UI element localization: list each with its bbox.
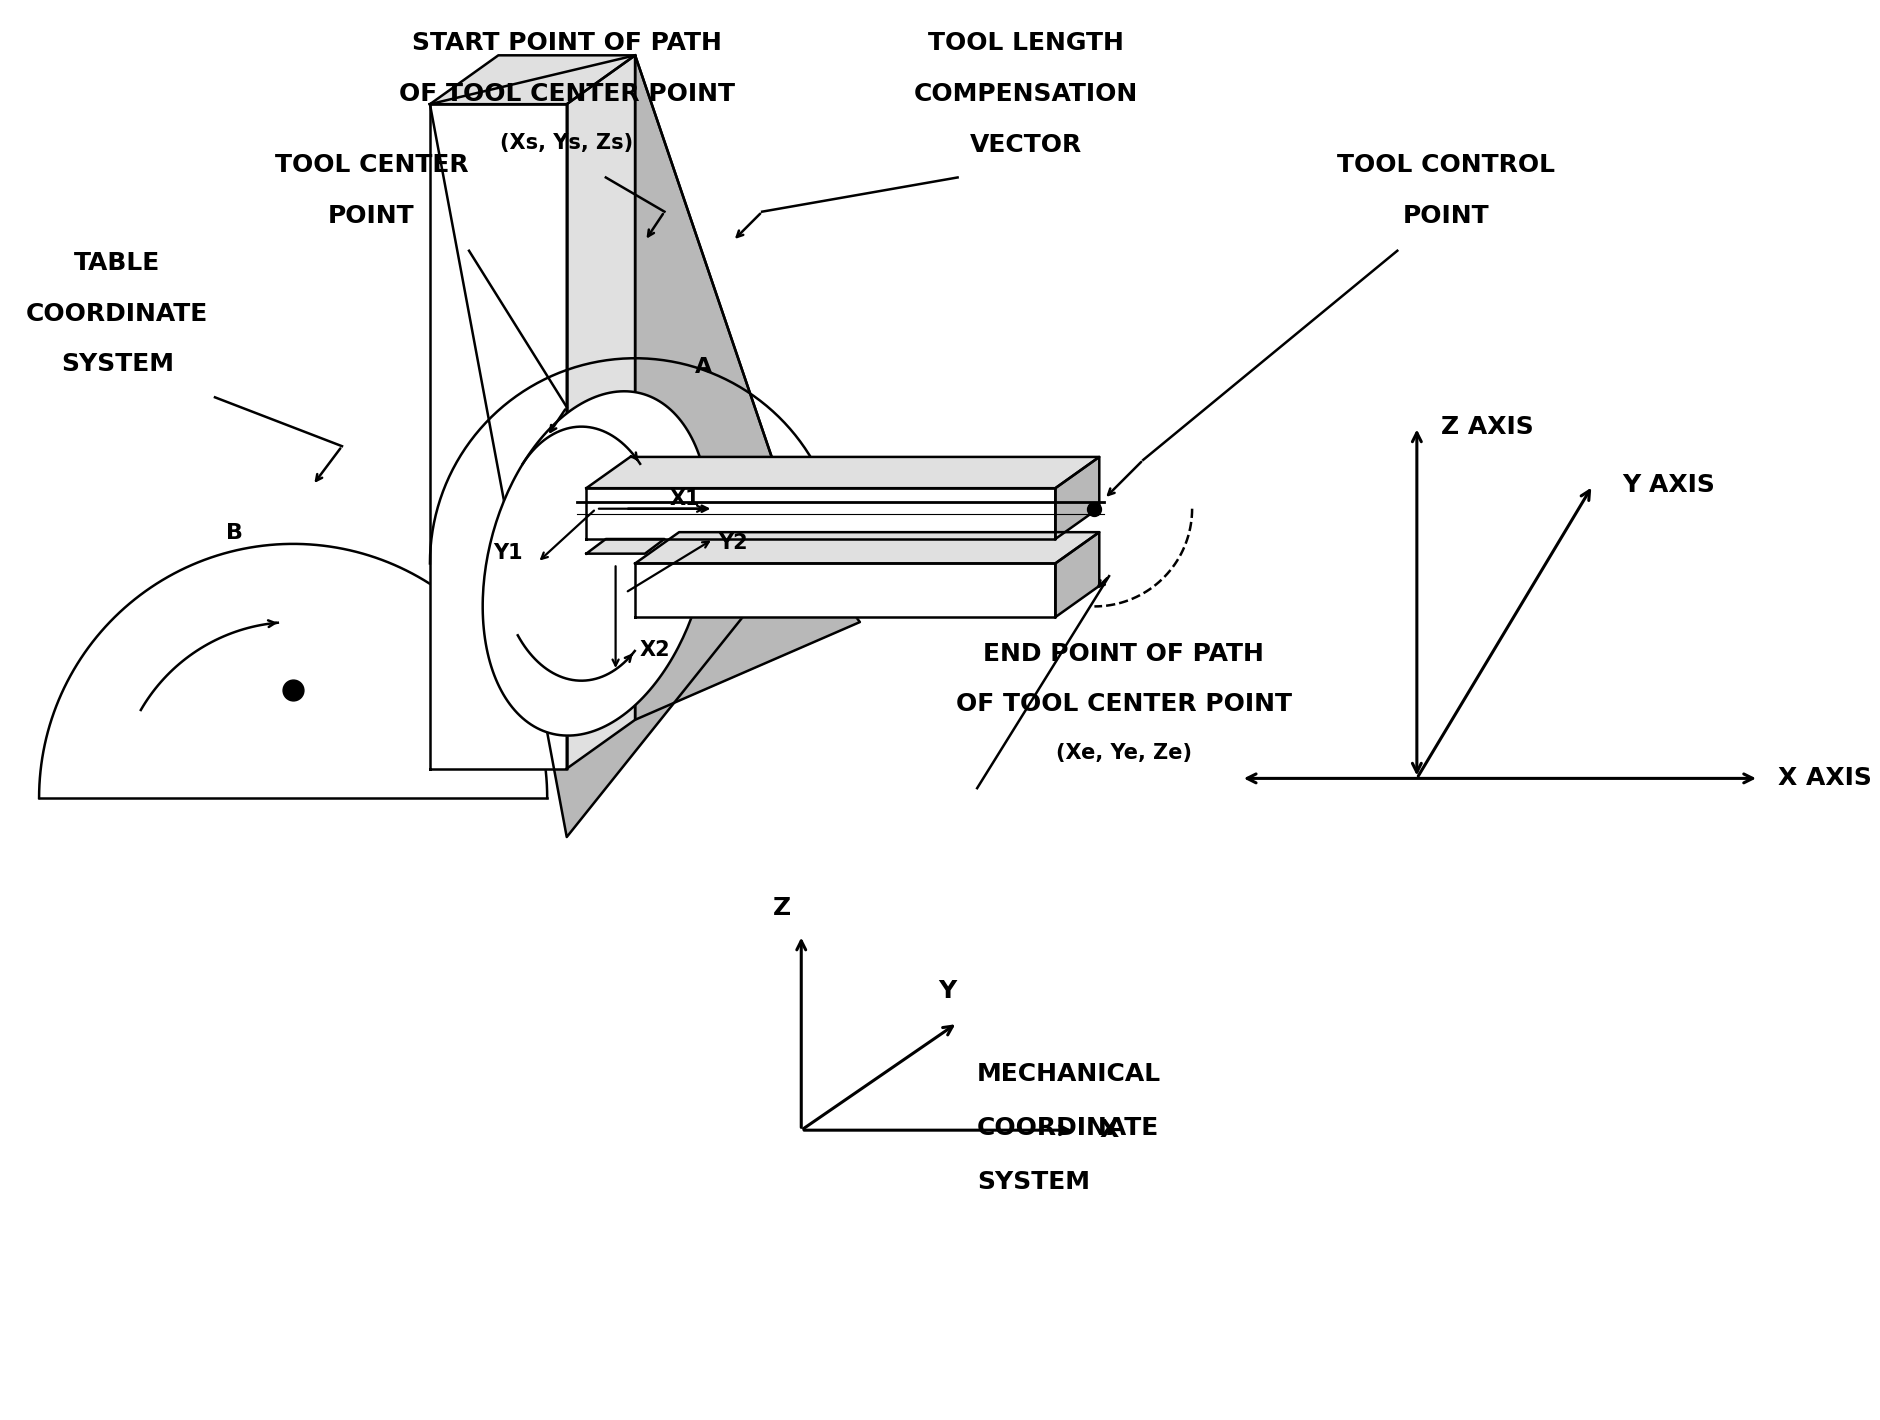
Polygon shape: [1055, 532, 1100, 618]
Text: Z AXIS: Z AXIS: [1442, 415, 1534, 439]
Text: OF TOOL CENTER POINT: OF TOOL CENTER POINT: [399, 82, 735, 105]
Text: END POINT OF PATH: END POINT OF PATH: [983, 642, 1263, 666]
Text: TOOL CONTROL: TOOL CONTROL: [1337, 153, 1555, 178]
Text: X: X: [1100, 1118, 1119, 1142]
Text: TABLE: TABLE: [73, 251, 160, 274]
Polygon shape: [566, 55, 635, 768]
Text: POINT: POINT: [1402, 204, 1489, 227]
Text: B: B: [226, 523, 243, 542]
Text: COORDINATE: COORDINATE: [978, 1116, 1160, 1140]
Polygon shape: [39, 544, 547, 798]
Text: SYSTEM: SYSTEM: [60, 352, 173, 376]
Text: POINT: POINT: [327, 204, 415, 227]
Polygon shape: [1055, 457, 1100, 540]
Text: Z: Z: [773, 896, 791, 920]
Text: TOOL LENGTH: TOOL LENGTH: [929, 31, 1124, 55]
Polygon shape: [635, 532, 1100, 564]
Text: OF TOOL CENTER POINT: OF TOOL CENTER POINT: [955, 693, 1292, 717]
Polygon shape: [431, 55, 635, 104]
Polygon shape: [587, 540, 664, 554]
Polygon shape: [635, 55, 859, 720]
Text: (Xe, Ye, Ze): (Xe, Ye, Ze): [1057, 743, 1192, 763]
Text: MECHANICAL: MECHANICAL: [978, 1062, 1162, 1086]
Text: X2: X2: [639, 640, 671, 660]
Text: Y: Y: [938, 980, 957, 1004]
Text: Y AXIS: Y AXIS: [1622, 473, 1715, 497]
Text: Y1: Y1: [493, 542, 523, 562]
Text: COMPENSATION: COMPENSATION: [914, 82, 1137, 105]
Text: (Xs, Ys, Zs): (Xs, Ys, Zs): [500, 132, 634, 152]
Text: VECTOR: VECTOR: [970, 132, 1083, 156]
Text: START POINT OF PATH: START POINT OF PATH: [412, 31, 722, 55]
Text: SYSTEM: SYSTEM: [978, 1170, 1090, 1194]
Polygon shape: [431, 104, 566, 768]
Polygon shape: [587, 457, 1100, 488]
Polygon shape: [587, 488, 1055, 540]
Text: A: A: [696, 356, 713, 376]
Text: Y2: Y2: [718, 532, 748, 552]
Text: TOOL CENTER: TOOL CENTER: [274, 153, 468, 178]
Polygon shape: [483, 392, 709, 736]
Text: X AXIS: X AXIS: [1778, 767, 1872, 791]
Text: X1: X1: [669, 488, 699, 508]
Text: COORDINATE: COORDINATE: [26, 301, 209, 325]
Polygon shape: [635, 564, 1055, 618]
Polygon shape: [431, 55, 801, 836]
